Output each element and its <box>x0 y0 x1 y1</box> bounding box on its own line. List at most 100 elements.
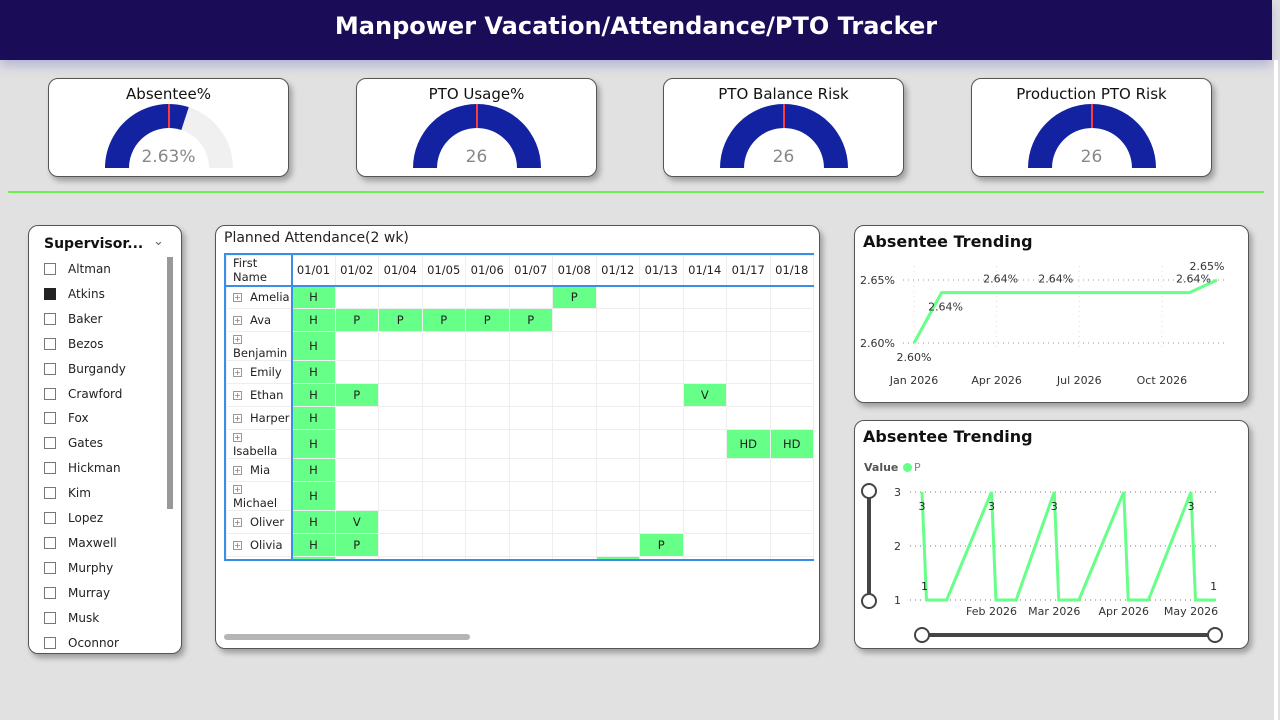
attendance-cell <box>639 556 684 559</box>
slicer-item[interactable]: Maxwell <box>44 534 117 552</box>
slider-handle[interactable] <box>861 483 877 499</box>
column-header[interactable]: 01/08 <box>552 255 597 287</box>
attendance-cell <box>421 360 466 384</box>
attendance-cell <box>639 331 684 361</box>
slicer-scrollbar[interactable] <box>167 257 173 509</box>
checkbox[interactable] <box>44 387 56 400</box>
attendance-cell <box>421 510 466 534</box>
attendance-cell <box>769 331 814 361</box>
attendance-cell <box>595 510 640 534</box>
x-tick-label: Feb 2026 <box>966 605 1017 618</box>
chevron-down-icon[interactable]: ⌄ <box>153 234 164 249</box>
attendance-cell <box>465 331 510 361</box>
table-row: + Olivia H P P <box>226 533 814 557</box>
attendance-cell <box>639 429 684 459</box>
slicer-item[interactable]: Gates <box>44 434 103 452</box>
gauge-card: PTO Balance Risk 26 <box>663 78 904 177</box>
attendance-cell: H <box>291 458 336 482</box>
attendance-cell <box>552 458 597 482</box>
slicer-item[interactable]: Bezos <box>44 335 104 353</box>
data-label: 2.64% <box>1038 273 1073 286</box>
expand-icon[interactable]: + <box>233 391 242 400</box>
attendance-cell: P <box>639 533 684 557</box>
column-header[interactable]: 01/02 <box>334 255 379 287</box>
attendance-cell <box>639 308 684 332</box>
checkbox[interactable] <box>44 287 56 300</box>
slicer-item[interactable]: Fox <box>44 409 89 427</box>
slicer-item-label: Baker <box>68 311 103 326</box>
column-header[interactable]: 01/06 <box>465 255 510 287</box>
slicer-item[interactable]: Lopez <box>44 509 103 527</box>
slicer-item[interactable]: Oconnor <box>44 634 119 652</box>
expand-icon[interactable]: + <box>233 560 242 561</box>
attendance-cell: H <box>291 406 336 430</box>
checkbox[interactable] <box>44 611 56 624</box>
expand-icon[interactable]: + <box>233 414 242 423</box>
column-header[interactable]: 01/01 <box>291 255 336 287</box>
expand-icon[interactable]: + <box>233 518 242 527</box>
slicer-item-label: Musk <box>68 610 100 625</box>
slicer-item[interactable]: Musk <box>44 609 99 627</box>
horizontal-scrollbar[interactable] <box>224 634 470 640</box>
expand-icon[interactable]: + <box>233 485 242 494</box>
expand-icon[interactable]: + <box>233 316 242 325</box>
checkbox[interactable] <box>44 462 56 475</box>
expand-icon[interactable]: + <box>233 541 242 550</box>
slicer-item[interactable]: Kim <box>44 484 91 502</box>
slider-handle[interactable] <box>861 593 877 609</box>
attendance-cell: H <box>291 510 336 534</box>
checkbox[interactable] <box>44 536 56 549</box>
slicer-item[interactable]: Murray <box>44 584 110 602</box>
slicer-item[interactable]: Altman <box>44 260 111 278</box>
attendance-cell <box>726 533 771 557</box>
gauge-fill <box>720 104 848 168</box>
slicer-item[interactable]: Atkins <box>44 285 105 303</box>
y-tick-label: 2.65% <box>860 274 895 287</box>
x-tick-label: Jul 2026 <box>1056 374 1102 387</box>
attendance-cell <box>465 383 510 407</box>
slider-handle[interactable] <box>914 627 930 643</box>
checkbox[interactable] <box>44 512 56 524</box>
slicer-item[interactable]: Murphy <box>44 559 113 577</box>
planned-attendance-matrix: Planned Attendance(2 wk) First Name 01/01… <box>215 225 820 649</box>
expand-icon[interactable]: + <box>233 466 242 475</box>
checkbox[interactable] <box>44 312 56 325</box>
slicer-item[interactable]: Burgandy <box>44 360 126 378</box>
attendance-cell <box>465 481 510 511</box>
slicer-item[interactable]: Hickman <box>44 459 121 477</box>
slicer-item[interactable]: Crawford <box>44 385 122 403</box>
slicer-item[interactable]: Baker <box>44 310 102 328</box>
column-header[interactable]: 01/07 <box>508 255 553 287</box>
page-scrollbar[interactable] <box>1274 60 1278 720</box>
attendance-cell <box>639 406 684 430</box>
slider-handle[interactable] <box>1207 627 1223 643</box>
series-line <box>920 491 1216 602</box>
expand-icon[interactable]: + <box>233 368 242 377</box>
header-row: First Name 01/01 01/02 01/04 01/05 01/06 01/07… <box>226 255 814 287</box>
checkbox[interactable] <box>44 561 56 574</box>
checkbox[interactable] <box>44 412 56 425</box>
checkbox[interactable] <box>44 437 56 450</box>
x-tick-label: Apr 2026 <box>1098 605 1149 618</box>
checkbox[interactable] <box>44 362 56 375</box>
expand-icon[interactable]: + <box>233 433 242 442</box>
row-name: Ava <box>250 313 272 327</box>
checkbox[interactable] <box>44 337 56 350</box>
column-header[interactable]: First Name <box>226 255 293 287</box>
expand-icon[interactable]: + <box>233 335 242 344</box>
column-header[interactable]: 01/17 <box>726 255 771 287</box>
column-header[interactable]: 01/12 <box>595 255 640 287</box>
checkbox[interactable] <box>44 636 56 649</box>
column-header[interactable]: 01/13 <box>639 255 684 287</box>
checkbox[interactable] <box>44 487 56 500</box>
attendance-cell: P <box>334 308 379 332</box>
checkbox[interactable] <box>44 586 56 599</box>
slicer-item-label: Maxwell <box>68 535 117 550</box>
expand-icon[interactable]: + <box>233 293 242 303</box>
checkbox[interactable] <box>44 263 56 275</box>
column-header[interactable]: 01/05 <box>421 255 466 287</box>
attendance-cell <box>465 458 510 482</box>
column-header[interactable]: 01/04 <box>378 255 423 287</box>
column-header[interactable]: 01/18 <box>769 255 814 287</box>
column-header[interactable]: 01/14 <box>682 255 727 287</box>
